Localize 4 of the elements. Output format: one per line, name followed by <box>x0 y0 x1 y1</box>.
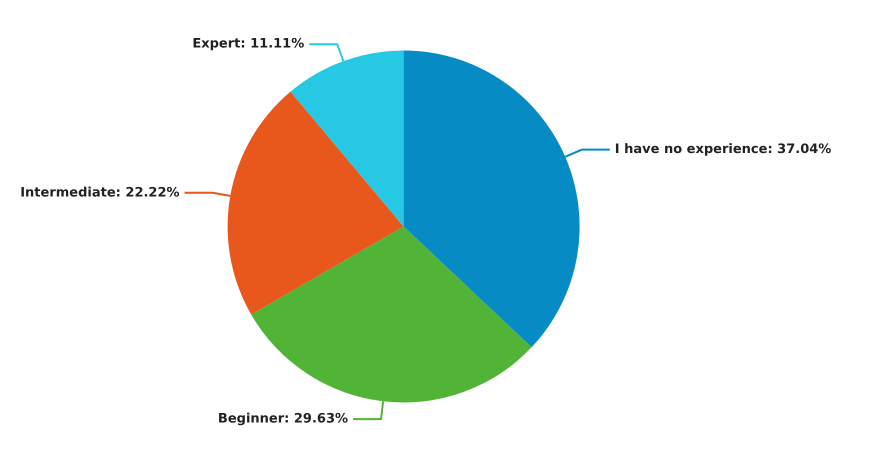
slice-label: Intermediate: 22.22% <box>20 185 180 200</box>
slice-label: I have no experience: 37.04% <box>614 142 832 158</box>
slice-label: Expert: 11.11% <box>192 36 304 52</box>
slice-label: Beginner: 29.63% <box>218 412 348 427</box>
